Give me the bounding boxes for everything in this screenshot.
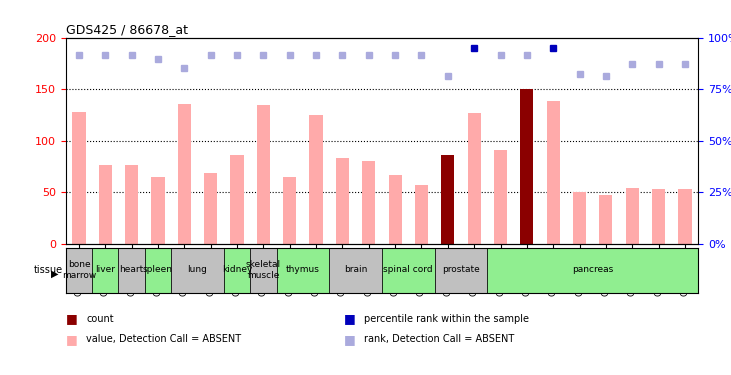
Text: value, Detection Call = ABSENT: value, Detection Call = ABSENT — [86, 334, 241, 344]
Bar — [92, 248, 118, 292]
Text: ■: ■ — [344, 312, 355, 325]
Bar — [329, 248, 382, 292]
Bar — [626, 188, 639, 244]
Text: spinal cord: spinal cord — [384, 266, 433, 274]
Bar — [125, 165, 138, 244]
Bar — [178, 104, 191, 244]
Text: ▶: ▶ — [51, 269, 58, 279]
Bar — [151, 177, 164, 244]
Text: ■: ■ — [66, 312, 77, 325]
Bar — [118, 248, 145, 292]
Bar — [494, 150, 507, 244]
Bar — [171, 248, 224, 292]
Text: prostate: prostate — [442, 266, 480, 274]
Bar — [520, 89, 534, 244]
Bar — [415, 185, 428, 244]
Bar — [66, 248, 92, 292]
Text: skeletal
muscle: skeletal muscle — [246, 260, 281, 280]
Text: liver: liver — [95, 266, 115, 274]
Text: thymus: thymus — [286, 266, 320, 274]
Bar — [468, 113, 481, 244]
Text: percentile rank within the sample: percentile rank within the sample — [364, 314, 529, 324]
Text: ■: ■ — [66, 333, 77, 346]
Bar — [276, 248, 329, 292]
Bar — [145, 248, 171, 292]
Text: kidney: kidney — [221, 266, 252, 274]
Bar — [488, 248, 698, 292]
Bar — [389, 175, 402, 244]
Bar — [678, 189, 692, 244]
Bar — [257, 105, 270, 244]
Text: brain: brain — [344, 266, 367, 274]
Bar — [442, 155, 455, 244]
Bar — [336, 158, 349, 244]
Bar — [283, 177, 296, 244]
Bar — [230, 155, 243, 244]
Bar — [652, 189, 665, 244]
Bar — [382, 248, 435, 292]
Text: rank, Detection Call = ABSENT: rank, Detection Call = ABSENT — [364, 334, 515, 344]
Text: ■: ■ — [344, 333, 355, 346]
Text: spleen: spleen — [143, 266, 173, 274]
Bar — [573, 192, 586, 244]
Bar — [250, 248, 276, 292]
Text: count: count — [86, 314, 114, 324]
Bar — [435, 248, 488, 292]
Bar — [599, 195, 613, 244]
Text: bone
marrow: bone marrow — [62, 260, 96, 280]
Bar — [309, 115, 322, 244]
Text: pancreas: pancreas — [572, 266, 613, 274]
Bar — [72, 112, 86, 244]
Text: GDS425 / 86678_at: GDS425 / 86678_at — [66, 23, 188, 36]
Text: tissue: tissue — [34, 265, 63, 275]
Text: heart: heart — [120, 266, 144, 274]
Bar — [224, 248, 250, 292]
Bar — [547, 102, 560, 244]
Bar — [204, 172, 217, 244]
Bar — [99, 165, 112, 244]
Text: lung: lung — [188, 266, 208, 274]
Bar — [362, 161, 375, 244]
